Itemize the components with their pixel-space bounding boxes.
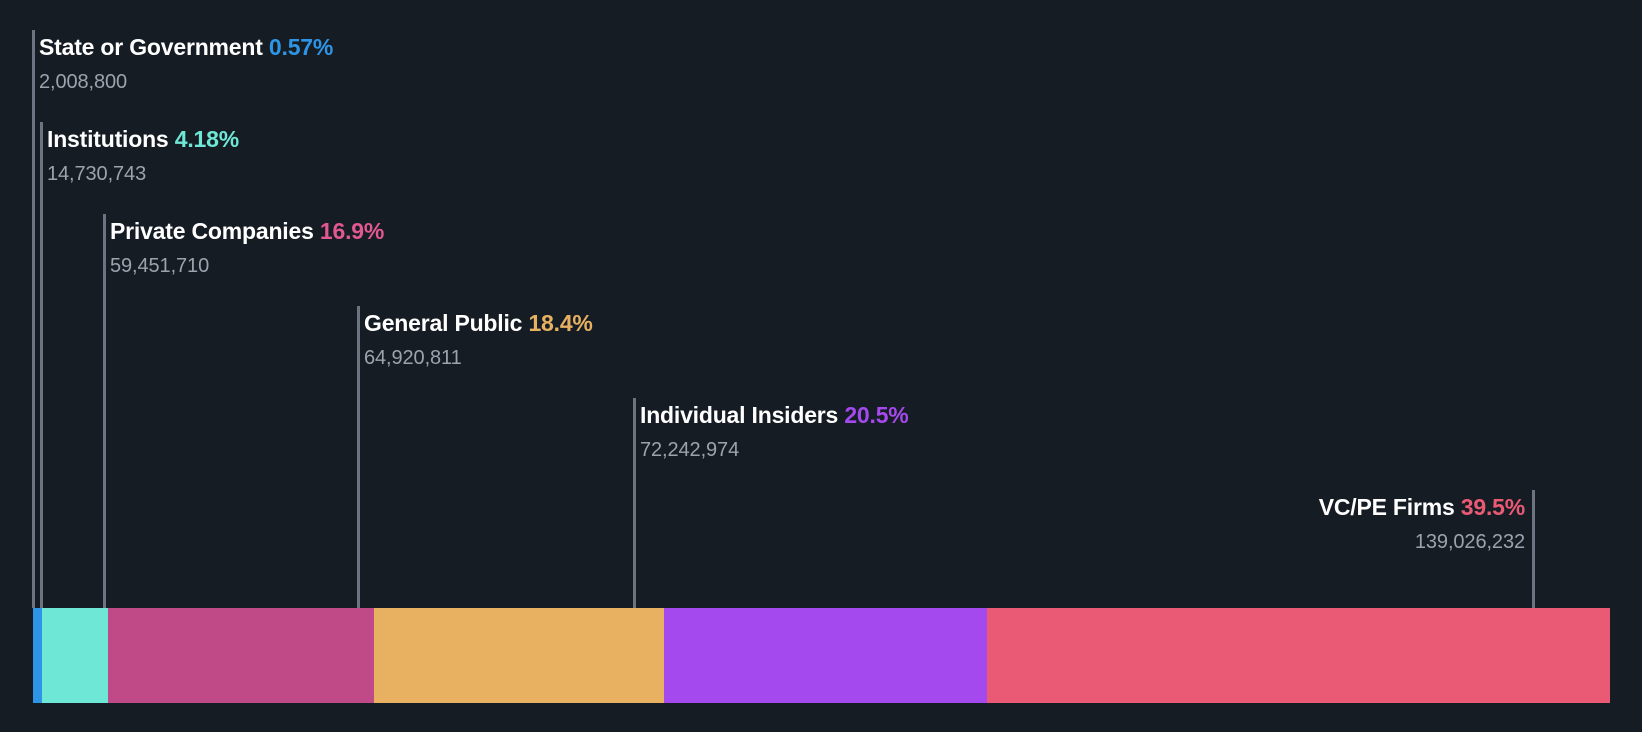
- segment-percent-vc-pe-firms: 39.5%: [1460, 494, 1525, 520]
- label-line-vc-pe-firms: VC/PE Firms 39.5%: [1319, 493, 1525, 521]
- bar-segment-institutions[interactable]: [41, 608, 108, 703]
- tick-line-private-companies: [103, 214, 106, 608]
- bar-segment-vc-pe-firms[interactable]: [987, 608, 1610, 703]
- segment-percent-state-or-government: 0.57%: [268, 34, 334, 60]
- label-group-general-public: General Public 18.4% 64,920,811: [364, 309, 593, 371]
- segment-percent-private-companies: 16.9%: [319, 218, 385, 244]
- label-group-vc-pe-firms: VC/PE Firms 39.5% 139,026,232: [1319, 493, 1525, 555]
- bar-segment-individual-insiders[interactable]: [664, 608, 988, 703]
- segment-value-vc-pe-firms: 139,026,232: [1414, 531, 1525, 553]
- tick-line-general-public: [357, 306, 360, 608]
- label-group-individual-insiders: Individual Insiders 20.5% 72,242,974: [640, 401, 909, 463]
- label-group-institutions: Institutions 4.18% 14,730,743: [47, 125, 239, 187]
- segment-value-state-or-government: 2,008,800: [39, 71, 128, 93]
- segment-name-institutions: Institutions: [47, 126, 169, 152]
- label-line-state-or-government: State or Government 0.57%: [39, 33, 333, 61]
- tick-line-vc-pe-firms: [1532, 490, 1535, 608]
- tick-line-individual-insiders: [633, 398, 636, 608]
- bar-segment-general-public[interactable]: [374, 608, 665, 703]
- segment-name-vc-pe-firms: VC/PE Firms: [1318, 494, 1455, 520]
- label-group-state-or-government: State or Government 0.57% 2,008,800: [39, 33, 333, 95]
- stacked-ownership-bar: [33, 608, 1610, 703]
- tick-line-institutions: [40, 122, 43, 608]
- segment-percent-general-public: 18.4%: [528, 310, 593, 336]
- label-line-private-companies: Private Companies 16.9%: [110, 217, 384, 245]
- segment-value-private-companies: 59,451,710: [110, 255, 210, 277]
- label-line-individual-insiders: Individual Insiders 20.5%: [640, 401, 909, 429]
- segment-value-general-public: 64,920,811: [364, 347, 462, 369]
- segment-value-individual-insiders: 72,242,974: [640, 439, 740, 461]
- bar-segment-private-companies[interactable]: [107, 608, 375, 703]
- segment-name-general-public: General Public: [364, 310, 523, 336]
- tick-line-state-or-government: [32, 30, 35, 608]
- segment-percent-institutions: 4.18%: [174, 126, 239, 152]
- segment-percent-individual-insiders: 20.5%: [844, 402, 909, 428]
- label-group-private-companies: Private Companies 16.9% 59,451,710: [110, 217, 384, 279]
- segment-name-state-or-government: State or Government: [39, 34, 263, 60]
- segment-name-individual-insiders: Individual Insiders: [640, 402, 839, 428]
- bar-segment-state-or-government[interactable]: [33, 608, 42, 703]
- segment-value-institutions: 14,730,743: [47, 163, 147, 185]
- label-line-institutions: Institutions 4.18%: [47, 125, 239, 153]
- segment-name-private-companies: Private Companies: [110, 218, 314, 244]
- label-line-general-public: General Public 18.4%: [364, 309, 593, 337]
